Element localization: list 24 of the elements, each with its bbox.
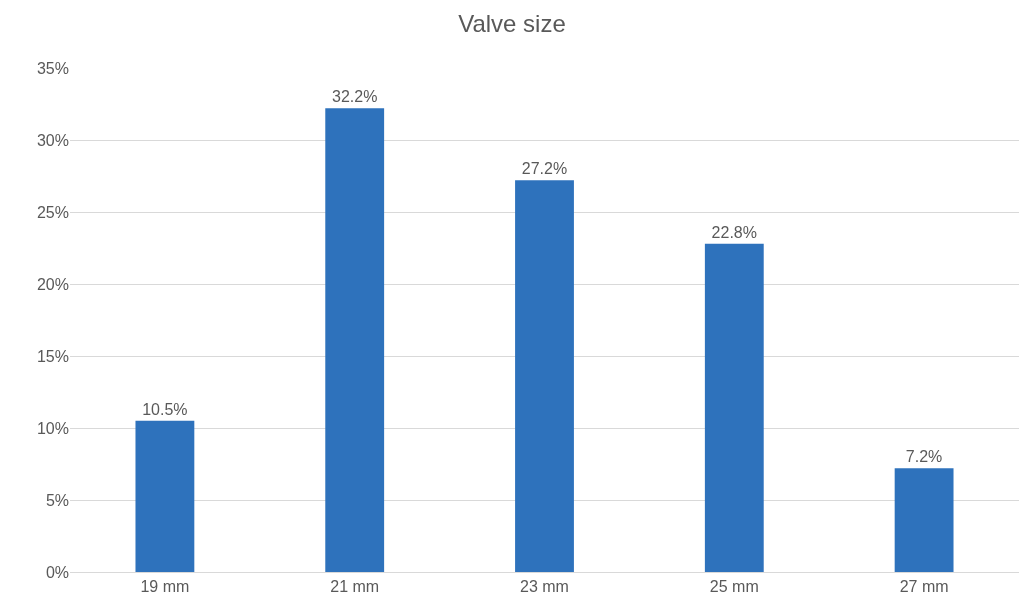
x-tick-label: 23 mm <box>520 578 569 596</box>
data-label: 32.2% <box>332 88 378 106</box>
y-tick-label: 5% <box>45 491 69 509</box>
bar <box>894 468 954 572</box>
x-tick-label: 21 mm <box>330 578 380 596</box>
x-tick-label: 25 mm <box>709 578 759 596</box>
chart-title: Valve size <box>458 10 566 38</box>
y-tick-label: 20% <box>36 275 69 293</box>
x-tick-label: 27 mm <box>899 578 949 596</box>
data-label: 7.2% <box>905 448 943 466</box>
y-tick-label: 25% <box>36 203 69 221</box>
y-tick-label: 0% <box>45 563 69 581</box>
data-label: 27.2% <box>521 160 568 178</box>
x-tick-label: 19 mm <box>140 578 190 596</box>
bar <box>704 243 764 572</box>
data-label: 22.8% <box>711 223 757 241</box>
bar <box>325 108 385 572</box>
bar <box>515 180 574 572</box>
y-tick-label: 10% <box>36 419 69 437</box>
data-label: 10.5% <box>142 400 188 418</box>
y-tick-label: 30% <box>36 131 69 149</box>
bar <box>135 420 195 572</box>
y-tick-label: 15% <box>36 347 69 365</box>
y-tick-label: 35% <box>36 59 69 77</box>
